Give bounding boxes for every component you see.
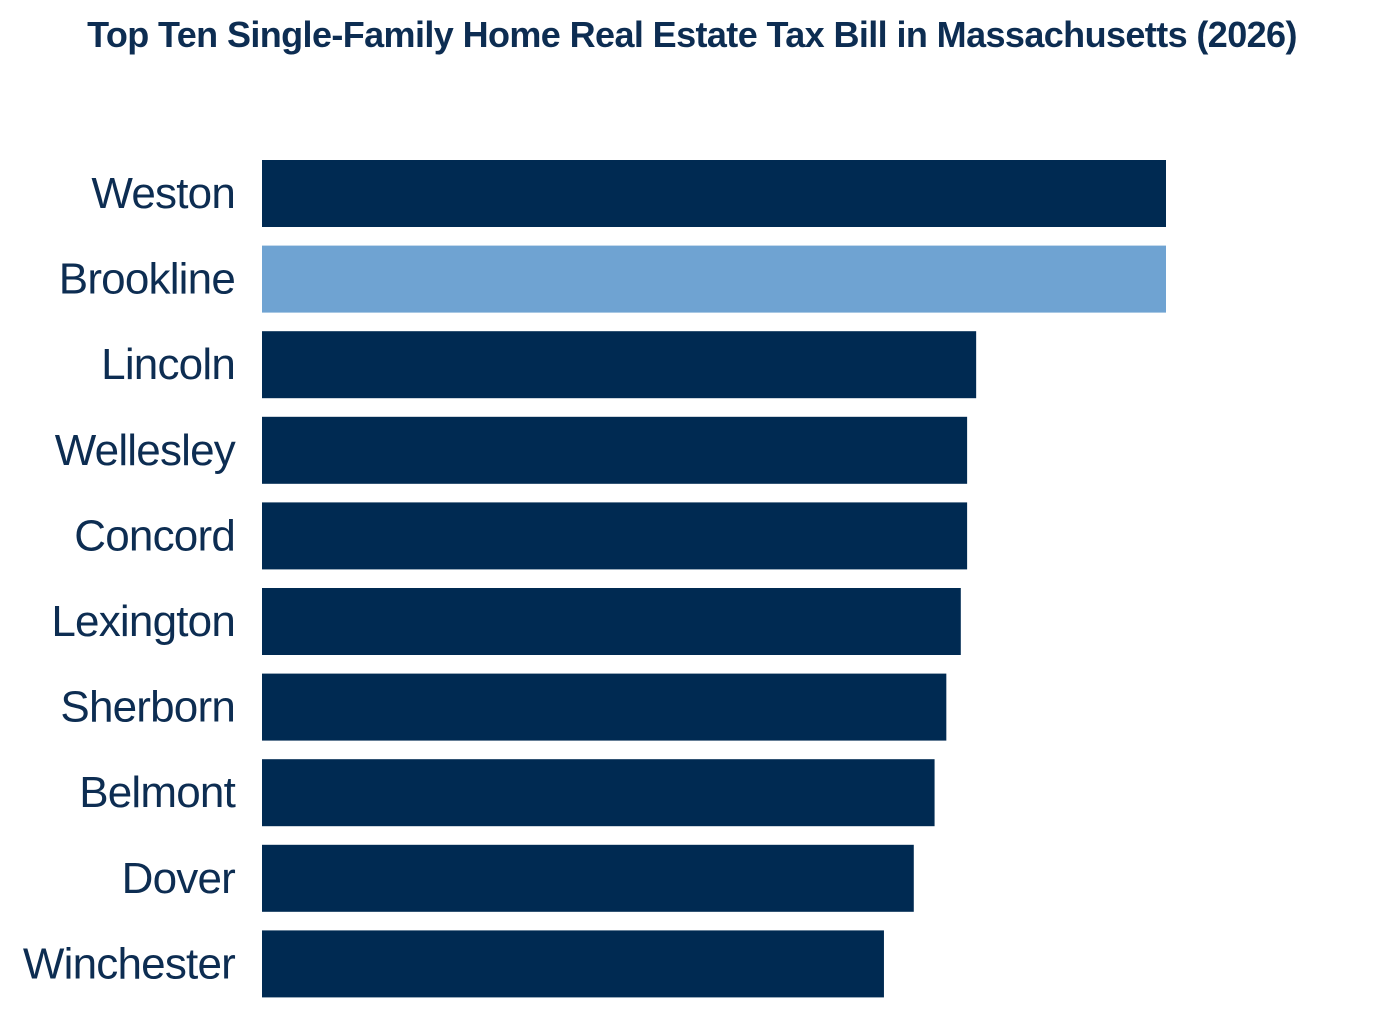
- category-label-concord: Concord: [74, 511, 235, 560]
- bar-lincoln: [262, 331, 977, 399]
- bar-belmont: [262, 759, 935, 827]
- category-label-wellesley: Wellesley: [55, 426, 236, 475]
- category-label-dover: Dover: [122, 854, 236, 903]
- bar-weston: [262, 160, 1166, 227]
- category-label-weston: Weston: [91, 169, 235, 218]
- bar-lexington: [262, 588, 961, 655]
- category-labels: Weston Brookline Lincoln Wellesley Concord Le…: [23, 169, 237, 988]
- category-label-belmont: Belmont: [79, 768, 235, 817]
- category-label-winchester: Winchester: [23, 939, 235, 988]
- bar-brookline: [262, 245, 1166, 313]
- bar-dover: [262, 844, 914, 912]
- category-label-lincoln: Lincoln: [101, 340, 235, 389]
- bar-winchester: [262, 930, 884, 998]
- bar-wellesley: [262, 416, 968, 484]
- bar-concord: [262, 502, 968, 570]
- chart-title: Top Ten Single-Family Home Real Estate T…: [87, 14, 1297, 55]
- bars-layer: [262, 160, 1166, 998]
- category-label-sherborn: Sherborn: [60, 683, 235, 732]
- category-label-brookline: Brookline: [59, 255, 235, 304]
- bar-sherborn: [262, 673, 947, 741]
- category-label-lexington: Lexington: [51, 597, 235, 646]
